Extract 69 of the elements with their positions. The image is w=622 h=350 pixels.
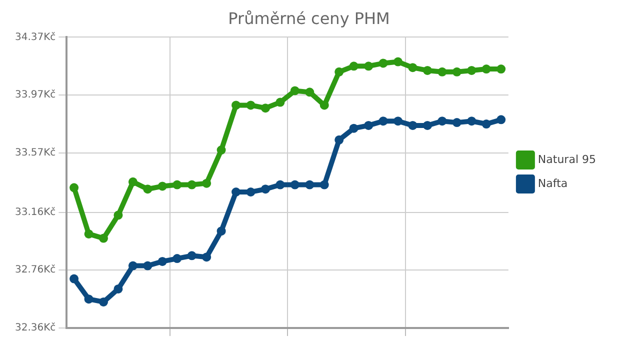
point <box>202 178 212 188</box>
point <box>187 251 196 260</box>
point <box>422 120 432 130</box>
point <box>246 100 256 110</box>
point <box>158 256 167 266</box>
point <box>290 180 300 190</box>
point <box>98 297 108 306</box>
point <box>202 252 212 262</box>
point <box>143 184 152 194</box>
point <box>128 261 138 270</box>
point <box>276 98 285 107</box>
chart-title: Průměrné ceny PHM <box>228 8 390 28</box>
point <box>276 180 285 190</box>
point <box>143 261 152 270</box>
point <box>172 180 182 190</box>
point <box>393 116 402 126</box>
point <box>305 180 314 190</box>
point <box>482 120 491 129</box>
point <box>232 188 241 197</box>
point <box>70 183 79 192</box>
point <box>422 66 432 75</box>
point <box>378 58 388 68</box>
legend-label: Nafta <box>538 176 568 190</box>
point <box>172 254 182 264</box>
point <box>364 120 374 130</box>
point <box>305 88 314 97</box>
point <box>84 294 94 304</box>
point <box>334 67 344 76</box>
point <box>84 229 94 238</box>
y-tick-label: 33.57Kč <box>14 148 56 159</box>
point <box>246 188 256 197</box>
y-tick-label: 33.16Kč <box>14 206 56 218</box>
point <box>70 274 79 284</box>
point <box>438 116 447 126</box>
point <box>260 184 270 194</box>
point <box>467 116 476 126</box>
point <box>378 116 388 126</box>
point <box>349 62 358 71</box>
point <box>408 63 418 72</box>
point <box>187 180 196 190</box>
point <box>482 64 491 74</box>
point <box>452 67 462 76</box>
point <box>320 100 329 110</box>
point <box>438 67 447 76</box>
y-tick-label: 34.37Kč <box>14 32 56 43</box>
point <box>496 115 506 124</box>
point <box>349 124 358 133</box>
point <box>467 66 476 75</box>
y-tick-label: 33.97Kč <box>14 90 56 101</box>
point <box>158 182 167 191</box>
point <box>260 104 270 113</box>
point <box>114 210 123 220</box>
point <box>232 100 241 110</box>
point <box>98 234 108 243</box>
point <box>216 226 226 236</box>
y-tick-label: 32.36Kč <box>14 322 56 334</box>
point <box>290 86 300 96</box>
point <box>114 284 123 294</box>
point <box>216 146 226 155</box>
point <box>408 120 418 130</box>
point <box>128 177 138 186</box>
point <box>364 62 374 71</box>
point <box>452 118 462 128</box>
legend-label: Natural 95 <box>538 152 596 166</box>
y-tick-label: 32.76Kč <box>14 264 56 276</box>
point <box>334 135 344 144</box>
point <box>393 57 402 66</box>
point <box>496 64 506 74</box>
point <box>320 180 329 190</box>
